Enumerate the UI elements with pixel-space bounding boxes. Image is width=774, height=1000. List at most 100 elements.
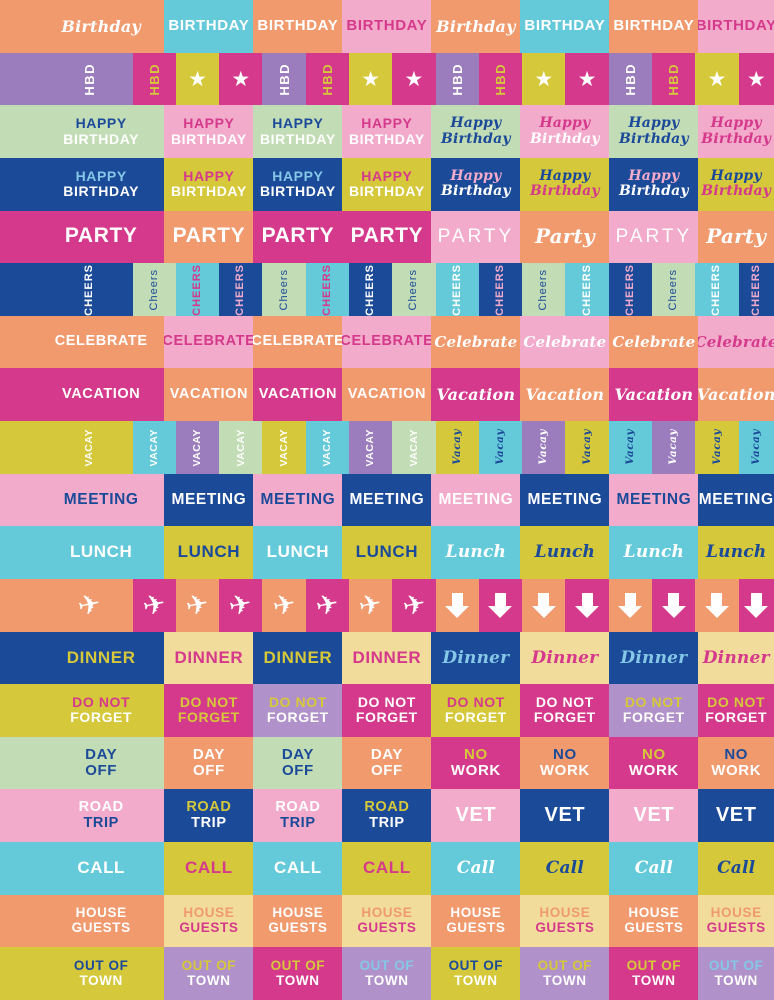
sticker-label: HAPPY	[361, 115, 413, 132]
arrow-down-icon	[531, 592, 556, 618]
sticker-text: ROAD TRIP	[275, 799, 320, 831]
sticker-label: CHEERS	[580, 263, 593, 316]
sticker-text: Lunch	[624, 543, 684, 562]
sticker-label: GUESTS	[268, 919, 328, 935]
sticker-text: VACAY	[235, 429, 247, 467]
sticker-out-of-town: OUT OF TOWN	[609, 947, 699, 1000]
sticker-label: OUT OF	[73, 957, 129, 973]
sticker-meeting: MEETING	[698, 473, 774, 527]
sticker-text: DINNER	[66, 647, 136, 667]
sticker-label: HOUSE	[710, 905, 762, 921]
sticker-party: PARTY	[0, 210, 165, 264]
sticker-birthday: BIRTHDAY	[520, 0, 610, 53]
sticker-row-hbd: HBD HBD ★ ★ HBD HBD ★ ★ HBD HBD ★ ★ HBD HBD ★ ★	[0, 52, 774, 106]
sticker-hbd: HBD	[651, 52, 696, 106]
sticker-label: Happy	[710, 168, 762, 185]
sticker-label: Happy	[628, 168, 680, 185]
sticker-label: BIRTHDAY	[257, 17, 339, 35]
sticker-label: HOUSE	[75, 905, 127, 921]
sticker-text: VET	[456, 804, 497, 827]
sticker-call: CALL	[164, 842, 254, 895]
sticker-text: HAPPY BIRTHDAY	[260, 168, 336, 199]
sticker-text: NO WORK	[540, 746, 590, 779]
sticker-label: WORK	[711, 762, 762, 780]
sticker-label: TOWN	[714, 972, 758, 988]
star-icon: ★	[188, 66, 207, 91]
sticker-vacay: Vacay	[608, 421, 652, 474]
sticker-label: Vacay	[450, 429, 463, 466]
sticker-label: Birthday	[618, 130, 689, 147]
sticker-label: Vacation	[436, 385, 516, 405]
sticker-text: BIRTHDAY	[257, 18, 338, 34]
sticker-text: Call	[717, 859, 755, 878]
sticker-text: DINNER	[263, 648, 332, 667]
sticker-text: VACATION	[62, 386, 140, 403]
sticker-road-trip-vet: ROAD TRIP	[253, 789, 343, 842]
sticker-label: HAPPY	[183, 168, 235, 185]
sticker-label: CELEBRATE	[164, 333, 254, 350]
sticker-label: LUNCH	[266, 542, 330, 562]
sticker-happy-birthday-2: Happy Birthday	[609, 157, 699, 211]
sticker-text: VACAY	[364, 429, 376, 467]
sticker-label: WORK	[450, 762, 501, 780]
sticker-label: VACAY	[321, 428, 334, 467]
sticker-label: LUNCH	[355, 542, 419, 562]
sticker-text: OUT OF TOWN	[182, 958, 237, 988]
sticker-label: Call	[456, 858, 495, 879]
sticker-birthday: Birthday	[0, 0, 165, 53]
sticker-label: BIRTHDAY	[259, 130, 336, 147]
sticker-text: Dinner	[620, 647, 688, 668]
sticker-party: PARTY	[164, 210, 254, 264]
sticker-label: CHEERS	[82, 263, 95, 316]
sticker-label: TOWN	[276, 972, 320, 988]
sticker-travel: ✈	[0, 578, 133, 632]
star-icon: ★	[707, 66, 727, 91]
sticker-label: GUESTS	[446, 919, 506, 935]
sticker-label: ROAD	[78, 799, 124, 816]
sticker-label: MEETING	[63, 490, 139, 508]
sticker-label: Celebrate	[698, 332, 774, 351]
sticker-label: Vacation	[698, 385, 774, 405]
sticker-lunch: Lunch	[698, 526, 774, 579]
sticker-dinner: DINNER	[253, 631, 343, 685]
sticker-hbd: ★	[565, 52, 609, 106]
sticker-label: TRIP	[280, 814, 316, 831]
sticker-label: Birthday	[529, 130, 600, 147]
sticker-label: Happy	[710, 115, 762, 132]
sticker-travel	[651, 578, 696, 632]
sticker-text: Celebrate	[612, 334, 695, 350]
sticker-label: Lunch	[534, 542, 596, 563]
sticker-text: VET	[634, 804, 675, 827]
sticker-celebrate: Celebrate	[609, 315, 699, 369]
sticker-party: Party	[520, 210, 610, 264]
sticker-birthday: BIRTHDAY	[342, 0, 432, 53]
sticker-text: HOUSE GUESTS	[624, 906, 683, 935]
sticker-text: HBD	[82, 63, 97, 96]
sticker-text: VACAY	[408, 429, 420, 467]
sticker-label: LUNCH	[177, 542, 241, 562]
sticker-vacay: VACAY	[132, 421, 176, 474]
sticker-cheers: CHEERS	[0, 263, 133, 316]
sticker-row-dinner: DINNER DINNER DINNER DINNER Dinner Dinner Dinn…	[0, 631, 774, 685]
sticker-label: HAPPY	[361, 168, 413, 185]
sticker-label: PARTY	[172, 224, 246, 248]
sticker-vacay: VACAY	[262, 421, 306, 474]
sticker-text: ROAD TRIP	[186, 799, 231, 831]
sticker-label: TOWN	[454, 972, 498, 988]
sticker-celebrate: Celebrate	[520, 315, 610, 369]
sticker-label: HBD	[276, 62, 292, 96]
sticker-label: DINNER	[66, 647, 136, 667]
sticker-label: DO NOT	[624, 694, 683, 711]
sticker-text: Vacay	[581, 429, 593, 465]
sticker-label: Cheers	[147, 268, 160, 311]
sticker-happy-birthday-2: HAPPY BIRTHDAY	[164, 157, 254, 211]
star-icon: ★	[577, 66, 597, 91]
sticker-label: CALL	[363, 858, 411, 878]
sticker-label: HBD	[492, 62, 508, 96]
sticker-label: Dinner	[620, 647, 688, 668]
arrow-down-icon	[445, 592, 470, 618]
sticker-label: TRIP	[191, 814, 227, 831]
airplane-icon: ✈	[183, 587, 212, 623]
sticker-text: HAPPY BIRTHDAY	[349, 116, 425, 146]
sticker-road-trip-vet: VET	[609, 789, 699, 842]
